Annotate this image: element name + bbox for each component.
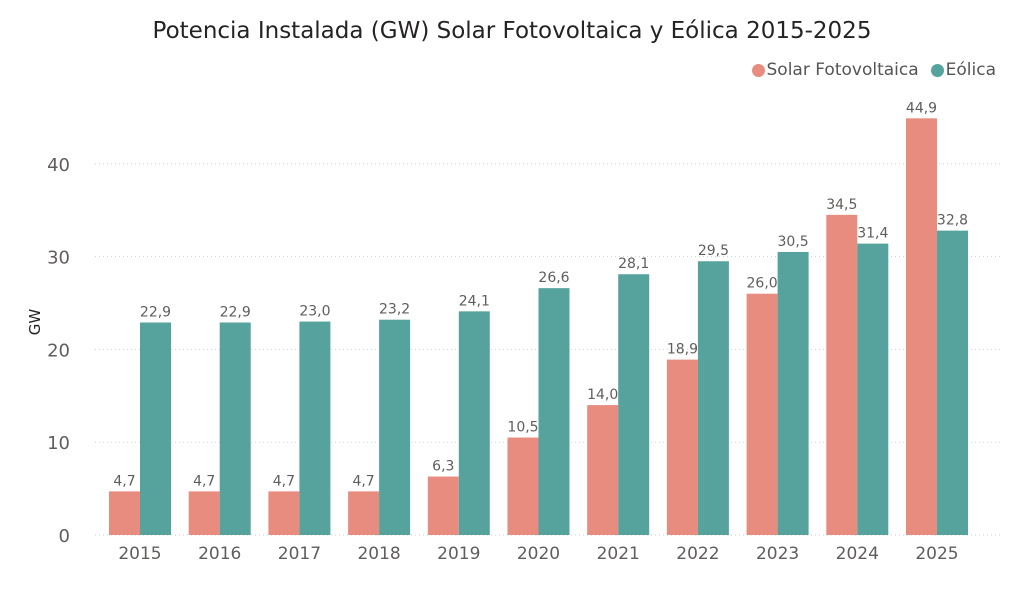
legend-label-solar: Solar Fotovoltaica [766,60,919,80]
x-tick-label: 2021 [597,544,640,564]
data-label: 24,1 [459,293,490,309]
data-label: 23,0 [299,304,330,320]
data-label: 14,0 [587,387,618,403]
bar-eolica[interactable] [777,251,809,535]
bar-solar[interactable] [268,491,300,535]
y-tick-label: 40 [47,155,70,176]
legend-marker-solar [751,63,765,77]
x-tick-label: 2023 [756,544,799,564]
legend-item-solar[interactable]: Solar Fotovoltaica [751,60,919,80]
bar-eolica[interactable] [697,261,729,535]
x-tick-label: 2025 [915,544,958,564]
bar-eolica[interactable] [379,319,411,535]
data-label: 22,9 [140,304,171,320]
x-tick-label: 2022 [676,544,719,564]
bar-eolica[interactable] [937,230,968,535]
bar-solar[interactable] [348,491,380,535]
data-label: 34,5 [826,197,857,213]
data-label: 23,2 [379,302,410,318]
y-tick-label: 30 [47,248,70,269]
bar-eolica[interactable] [299,321,331,535]
data-label: 31,4 [857,226,888,242]
x-tick-label: 2017 [278,544,321,564]
bar-eolica[interactable] [857,243,889,535]
bar-solar[interactable] [826,214,858,535]
x-tick-label: 2015 [118,544,161,564]
bar-solar[interactable] [666,359,698,535]
x-tick-label: 2020 [517,544,560,564]
data-label: 30,5 [778,234,809,250]
data-label: 26,6 [538,270,569,286]
data-label: 6,3 [432,459,454,475]
legend-marker-eolica [930,63,944,77]
data-label: 4,7 [273,473,295,489]
bar-eolica[interactable] [538,288,570,535]
chart-title: Potencia Instalada (GW) Solar Fotovoltai… [152,18,872,44]
data-label: 32,8 [937,213,968,229]
bar-solar[interactable] [746,293,778,535]
data-label: 22,9 [220,304,251,320]
x-axis: 2015 2016 2017 2018 2019 2020 2021 2022 2023 2024… [118,544,958,564]
y-tick-label: 0 [59,526,70,547]
data-label: 10,5 [507,420,538,436]
data-label: 26,0 [747,276,778,292]
legend-label-eolica: Eólica [945,60,996,80]
bar-eolica[interactable] [219,322,251,535]
data-label: 4,7 [113,473,135,489]
bar-solar[interactable] [188,491,220,535]
y-axis-label: GW [26,309,44,336]
bar-solar[interactable] [109,491,140,535]
legend: Solar Fotovoltaica Eólica [746,60,996,80]
y-tick-label: 20 [47,340,70,361]
bar-solar[interactable] [507,437,539,535]
x-tick-label: 2019 [437,544,480,564]
bar-solar[interactable] [427,476,459,535]
bar-solar[interactable] [587,405,619,535]
data-label: 29,5 [698,243,729,259]
bar-eolica[interactable] [140,322,171,535]
x-tick-label: 2016 [198,544,241,564]
data-label: 4,7 [352,473,374,489]
y-axis: 0 10 20 30 40 [47,155,70,547]
data-label: 18,9 [667,342,698,358]
legend-item-eolica[interactable]: Eólica [930,60,996,80]
bars: 4,7 22,9 4,7 22,9 4,7 23,0 4,7 23,2 6,3 24,1 10,5 2… [109,100,968,535]
bar-eolica[interactable] [618,274,650,535]
y-tick-label: 10 [47,433,70,454]
bar-eolica[interactable] [458,311,490,535]
x-tick-label: 2018 [357,544,400,564]
x-tick-label: 2024 [836,544,879,564]
bar-solar[interactable] [906,118,937,535]
data-label: 28,1 [618,256,649,272]
data-label: 4,7 [193,473,215,489]
data-label: 44,9 [906,100,937,116]
